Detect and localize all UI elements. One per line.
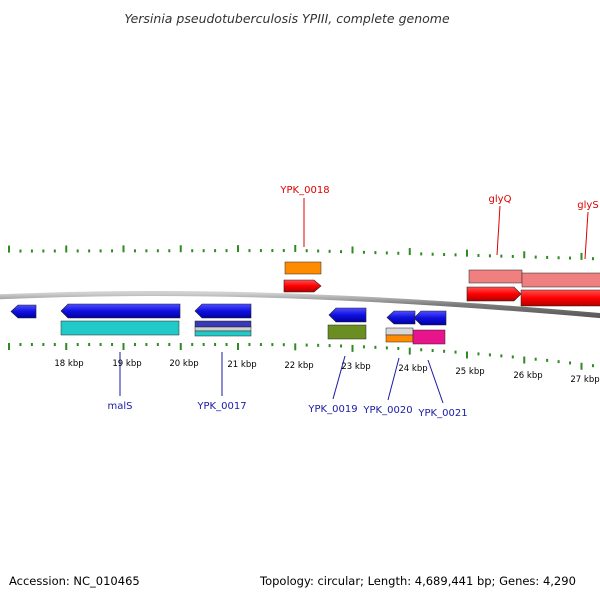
scale-label-26kbp: 26 kbp: [513, 371, 542, 381]
scale-label-18kbp: 18 kbp: [54, 359, 83, 369]
page-title: Yersinia pseudotuberculosis YPIII, compl…: [124, 11, 450, 26]
glys-leader: [584, 211, 589, 260]
ypk-0020-leader: [387, 357, 400, 401]
gene-label-mals[interactable]: malS: [108, 401, 133, 412]
ypk-0020-rna-bar-bottom: [385, 334, 414, 343]
scale-label-27kbp: 27 kbp: [570, 375, 599, 385]
ypk-0020-rna-bar-top: [385, 327, 414, 336]
glys-gene-arrow: [520, 289, 600, 307]
ypk-0019-gene-arrow: [328, 307, 367, 323]
mals-rna-bar: [60, 320, 180, 336]
scale-label-19kbp: 19 kbp: [112, 359, 141, 369]
glyq-rna-bar: [468, 269, 523, 284]
ypk-0021-rna-bar: [412, 329, 446, 345]
glys-rna-bar: [521, 272, 600, 288]
backbone-layer: [0, 290, 600, 319]
ypk-0017-rna-bar-bottom: [194, 330, 252, 337]
ypk-0018-rna-bar: [284, 261, 322, 275]
gene-label-glys[interactable]: glyS: [577, 200, 598, 211]
scale-label-24kbp: 24 kbp: [398, 364, 427, 374]
gene-label-glyq[interactable]: glyQ: [489, 194, 512, 205]
glyq-leader: [496, 205, 501, 256]
ypk-0021-leader: [427, 359, 444, 404]
ypk-0017-rna-bar-mid: [194, 326, 252, 332]
scale-label-23kbp: 23 kbp: [341, 362, 370, 372]
gene-label-ypk-0020[interactable]: YPK_0020: [362, 405, 412, 416]
gene-label-ypk-0018[interactable]: YPK_0018: [279, 185, 329, 196]
upstream-gene-arrow: [10, 304, 37, 319]
ypk-0019-leader: [332, 355, 346, 400]
scale-label-21kbp: 21 kbp: [227, 360, 256, 370]
ypk-0017-rna-bar-top: [194, 320, 252, 328]
ypk-0017-gene-arrow: [194, 303, 252, 319]
gene-label-ypk-0017[interactable]: YPK_0017: [196, 401, 246, 412]
ypk-0019-rna-bar: [327, 324, 367, 340]
gene-label-ypk-0019[interactable]: YPK_0019: [307, 404, 357, 415]
leaders-layer: [119, 198, 589, 404]
scale-label-22kbp: 22 kbp: [284, 361, 313, 371]
glyq-gene-arrow: [466, 286, 522, 302]
accession-text: Accession: NC_010465: [9, 574, 140, 588]
genome-backbone: [0, 290, 600, 319]
ypk-0020-gene-arrow: [386, 310, 416, 325]
gene-label-ypk-0021[interactable]: YPK_0021: [417, 408, 467, 419]
genome-summary-text: Topology: circular; Length: 4,689,441 bp…: [259, 574, 576, 588]
ypk-0021-gene-arrow: [413, 310, 447, 326]
scale-label-20kbp: 20 kbp: [169, 359, 198, 369]
scale-label-25kbp: 25 kbp: [455, 367, 484, 377]
ticks-layer: [8, 245, 594, 370]
ypk-0018-gene-arrow: [283, 279, 322, 293]
features-layer: [10, 261, 600, 345]
mals-gene-arrow: [60, 303, 181, 319]
